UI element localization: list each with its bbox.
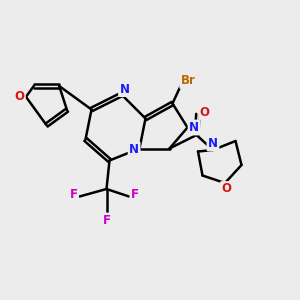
Text: N: N (119, 82, 130, 96)
Text: O: O (221, 182, 232, 196)
Text: O: O (200, 106, 210, 119)
Text: N: N (129, 142, 139, 156)
Text: F: F (103, 214, 110, 227)
Text: N: N (189, 121, 199, 134)
Text: F: F (70, 188, 77, 202)
Text: O: O (14, 90, 24, 103)
Text: F: F (131, 188, 139, 202)
Text: N: N (208, 137, 218, 150)
Text: Br: Br (181, 74, 196, 88)
